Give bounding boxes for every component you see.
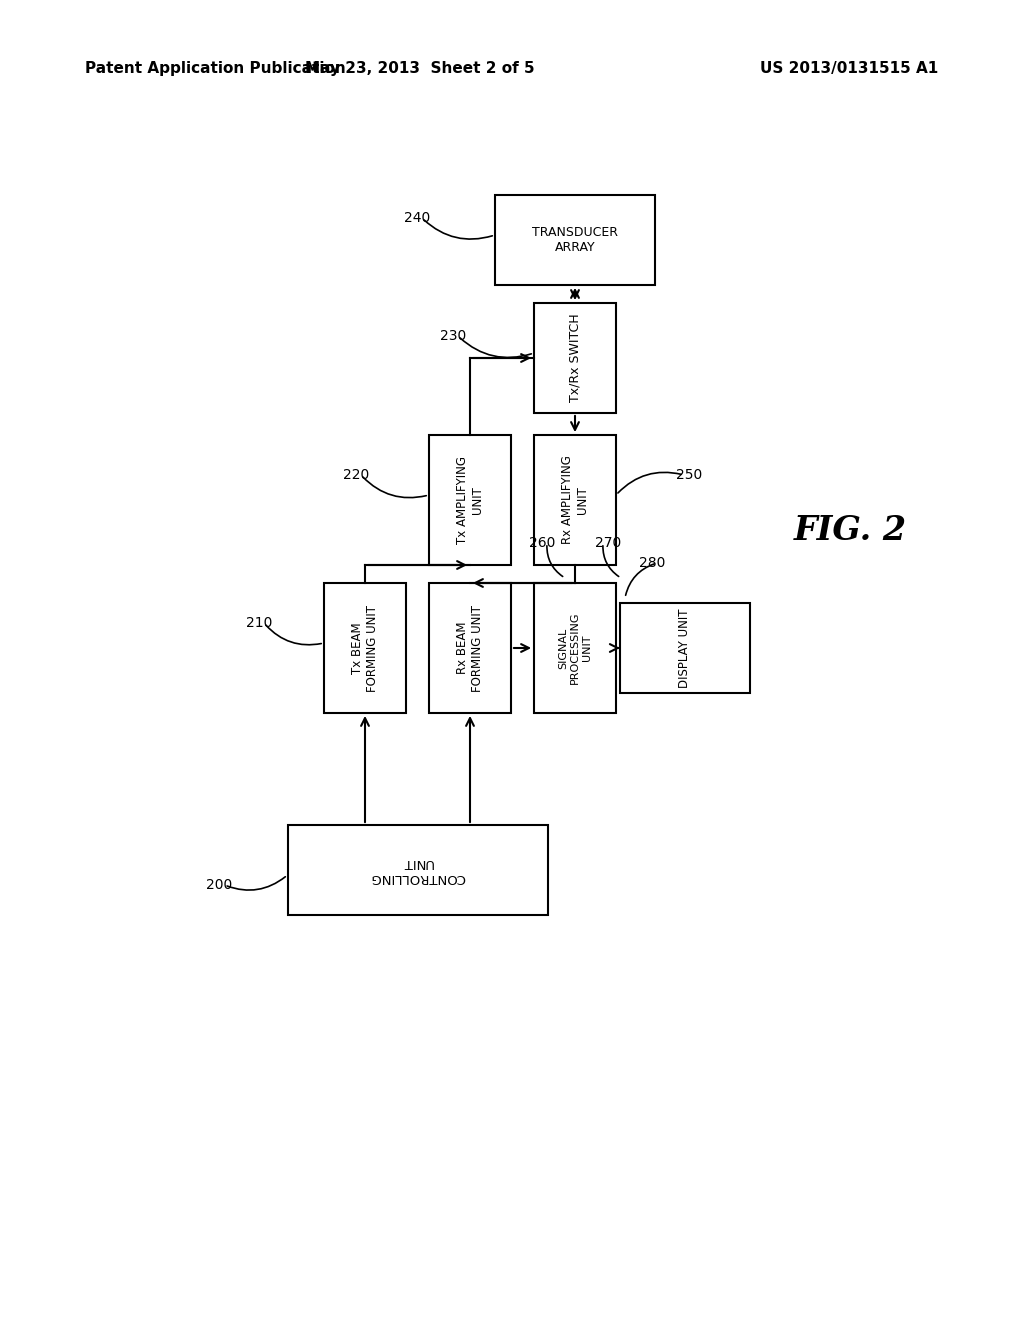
Text: 230: 230 <box>439 329 466 343</box>
Text: May 23, 2013  Sheet 2 of 5: May 23, 2013 Sheet 2 of 5 <box>305 61 535 75</box>
Text: 280: 280 <box>639 556 665 570</box>
Text: DISPLAY UNIT: DISPLAY UNIT <box>679 609 691 688</box>
Bar <box>324 583 406 713</box>
Bar <box>620 603 750 693</box>
Text: 250: 250 <box>676 469 702 482</box>
Text: Tx/Rx SWITCH: Tx/Rx SWITCH <box>568 314 582 403</box>
Text: 220: 220 <box>343 469 369 482</box>
Text: FIG. 2: FIG. 2 <box>794 513 906 546</box>
Text: 270: 270 <box>595 536 622 550</box>
Bar <box>534 583 616 713</box>
Bar <box>288 825 548 915</box>
Bar <box>534 436 616 565</box>
Text: 260: 260 <box>528 536 555 550</box>
Text: CONTROLLING
UNIT: CONTROLLING UNIT <box>370 855 465 884</box>
Bar <box>495 195 655 285</box>
Bar <box>429 583 511 713</box>
Bar <box>534 304 616 413</box>
Text: 210: 210 <box>246 616 272 630</box>
Text: TRANSDUCER
ARRAY: TRANSDUCER ARRAY <box>532 226 618 253</box>
Text: Tx AMPLIFYING
UNIT: Tx AMPLIFYING UNIT <box>456 455 484 544</box>
Text: Rx BEAM
FORMING UNIT: Rx BEAM FORMING UNIT <box>456 605 484 692</box>
Text: US 2013/0131515 A1: US 2013/0131515 A1 <box>760 61 938 75</box>
Text: Tx BEAM
FORMING UNIT: Tx BEAM FORMING UNIT <box>351 605 379 692</box>
Text: 200: 200 <box>206 878 232 892</box>
Text: 240: 240 <box>403 211 430 224</box>
Text: Patent Application Publication: Patent Application Publication <box>85 61 346 75</box>
Bar <box>429 436 511 565</box>
Text: Rx AMPLIFYING
UNIT: Rx AMPLIFYING UNIT <box>561 455 589 544</box>
Text: SIGNAL
PROCESSING
UNIT: SIGNAL PROCESSING UNIT <box>558 611 592 684</box>
